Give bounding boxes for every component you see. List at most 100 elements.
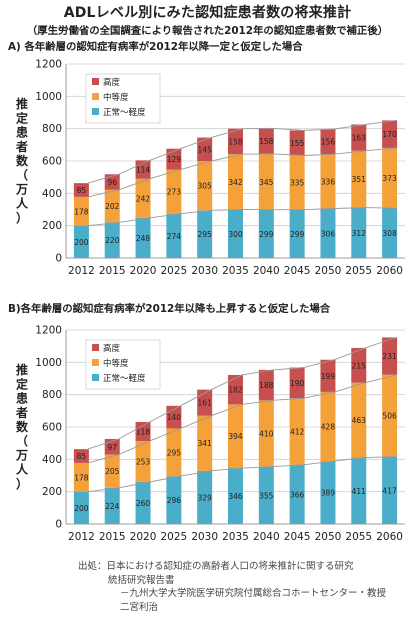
data-label: 305	[198, 182, 213, 191]
legend-swatch	[92, 108, 99, 115]
bar-segment	[197, 389, 213, 416]
bar-segment	[104, 222, 120, 258]
x-tick-label: 2020	[130, 265, 157, 277]
data-label: 140	[167, 413, 182, 422]
y-tick-label: 200	[42, 486, 62, 498]
bar-segment	[73, 196, 89, 226]
bar-segment	[104, 189, 120, 223]
bar-segment	[197, 470, 213, 524]
data-label: 389	[321, 489, 336, 498]
bar-segment	[289, 398, 305, 465]
bar-segment	[258, 369, 274, 401]
bar-segment	[228, 374, 243, 405]
y-tick-label: 400	[42, 188, 62, 200]
legend-swatch	[92, 78, 99, 85]
data-label: 145	[198, 145, 213, 154]
data-label: 231	[382, 352, 397, 361]
data-label: 224	[105, 502, 120, 511]
data-label: 336	[321, 177, 336, 186]
bar-segment	[320, 208, 336, 258]
bar-segment	[135, 481, 151, 524]
y-axis-label: 推定患者数（万人）	[15, 96, 29, 225]
bar-segment	[228, 404, 243, 469]
bar-segment	[166, 476, 182, 524]
bar-segment	[104, 487, 120, 524]
legend-label: 高度	[103, 77, 121, 88]
trend-line	[87, 119, 397, 184]
data-label: 156	[321, 138, 336, 147]
data-label: 329	[198, 493, 213, 502]
x-tick-label: 2012	[68, 265, 95, 277]
x-tick-label: 2015	[99, 265, 126, 277]
data-label: 295	[198, 230, 213, 239]
data-label: 463	[352, 416, 367, 425]
page-subtitle: （厚生労働省の全国調査により報告された2012年の認知症患者数で補正後）	[26, 25, 389, 37]
chart-b: 0 200 400 600 800 1000 1200 推定患者数（万人） 200 178 85 22…	[15, 325, 405, 543]
bar-segment	[289, 130, 305, 156]
data-label: 410	[259, 429, 274, 438]
data-label: 155	[290, 139, 305, 148]
legend-swatch	[92, 344, 99, 351]
y-tick-label: 600	[42, 422, 62, 434]
x-tick-label: 2045	[284, 265, 311, 277]
legend-label: 中等度	[103, 358, 129, 369]
legend-swatch	[92, 93, 99, 100]
data-label: 85	[77, 452, 87, 461]
bar-segment	[351, 150, 367, 208]
bar-segment	[73, 225, 89, 258]
source-note: 出処：日本における認知症の高齢者人口の将来推計に関する研究 統括研究報告書 －九…	[78, 560, 386, 614]
data-label: 274	[167, 232, 182, 241]
legend-label: 中等度	[103, 92, 129, 103]
bar-segment	[289, 367, 305, 399]
page-title: ADLレベル別にみた認知症患者数の将来推計	[63, 5, 352, 21]
data-label: 199	[321, 372, 336, 381]
bar-segment	[382, 208, 398, 258]
data-label: 373	[382, 174, 397, 183]
x-tick-label: 2040	[253, 265, 280, 277]
bar-segment	[351, 207, 367, 258]
data-label: 345	[259, 178, 274, 187]
source-line-3: －九州大学大学院医学研究院付属総合コホートセンター・教授	[120, 588, 387, 599]
bar-segment	[166, 428, 182, 477]
bar-segment	[351, 124, 367, 151]
data-label: 312	[352, 229, 367, 238]
y-tick-label: 1200	[35, 59, 62, 71]
bar-segment	[135, 421, 151, 442]
bar-segment	[228, 468, 243, 524]
legend-swatch	[92, 359, 99, 366]
y-tick-label: 1200	[35, 325, 62, 337]
data-label: 170	[382, 130, 397, 139]
bar-segment	[320, 461, 336, 524]
bar-segment	[320, 154, 336, 209]
bar-segment	[166, 148, 182, 170]
data-label: 190	[290, 379, 305, 388]
bar-segment	[258, 128, 274, 154]
data-label: 299	[259, 230, 274, 239]
chart-a-label: A) 各年齢層の認知症有病率が2012年以降一定と仮定した場合	[8, 41, 303, 53]
bar-segment	[228, 154, 243, 210]
trend-line	[87, 207, 397, 227]
x-tick-label: 2055	[345, 531, 372, 543]
bar-segment	[135, 217, 151, 258]
data-label: 200	[74, 238, 89, 247]
data-label: 85	[77, 186, 87, 195]
bar-segment	[351, 457, 367, 524]
y-tick-label: 200	[42, 220, 62, 232]
data-label: 188	[259, 381, 274, 390]
bar-segment	[73, 449, 89, 463]
trend-line	[87, 374, 397, 464]
x-tick-label: 2060	[376, 531, 403, 543]
source-line-1: 出処：日本における認知症の高齢者人口の将来推計に関する研究	[78, 561, 354, 572]
data-label: 346	[228, 492, 243, 501]
data-label: 248	[136, 234, 151, 243]
y-tick-label: 0	[55, 253, 62, 265]
x-tick-label: 2040	[253, 531, 280, 543]
data-label: 295	[167, 448, 182, 457]
bar-segment	[73, 462, 89, 492]
data-label: 506	[382, 412, 397, 421]
chart-b-label: B)各年齢層の認知症有病率が2012年以降も上昇すると仮定した場合	[8, 303, 331, 315]
y-tick-label: 400	[42, 454, 62, 466]
data-label: 355	[259, 491, 274, 500]
bar-segment	[382, 456, 398, 524]
data-label: 342	[228, 178, 243, 187]
